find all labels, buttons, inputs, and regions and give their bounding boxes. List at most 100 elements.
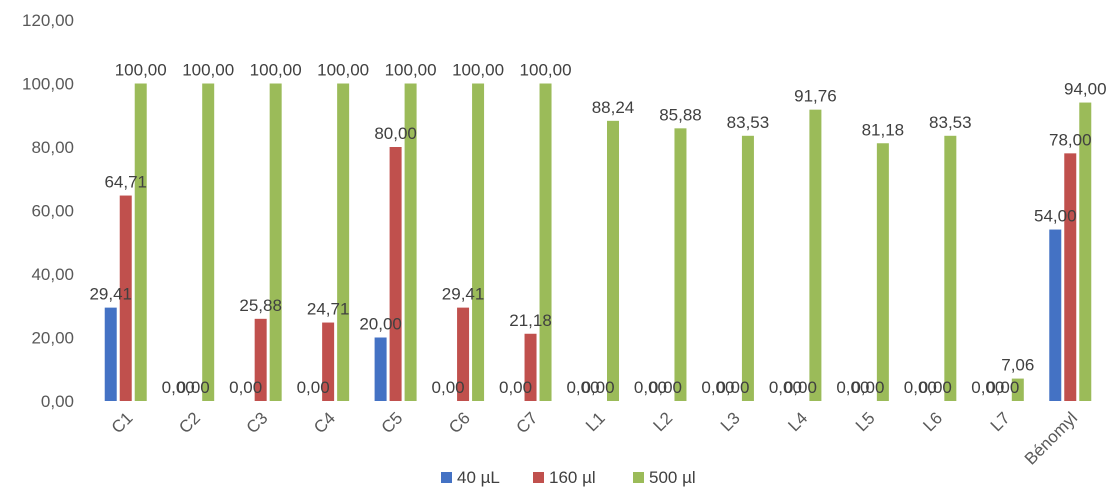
data-label: 0,00 [649, 378, 682, 397]
data-label: 83,53 [727, 113, 770, 132]
bar [524, 333, 537, 401]
data-label: 0,00 [716, 378, 749, 397]
data-label: 21,18 [509, 311, 552, 330]
data-label: 0,00 [851, 378, 884, 397]
data-label: 100,00 [317, 61, 369, 80]
data-label: 0,00 [162, 378, 195, 397]
data-label: 0,00 [971, 378, 1004, 397]
data-label: 88,24 [592, 98, 635, 117]
bar [404, 83, 417, 401]
bar [876, 143, 889, 402]
x-tick-label: L3 [717, 408, 744, 435]
bar [1079, 102, 1092, 402]
data-labels: 64,71100,000,000,00100,000,0025,88100,00… [89, 61, 1106, 398]
bar-series [104, 83, 1092, 402]
data-label: 0,00 [836, 378, 869, 397]
data-label: 0,00 [634, 378, 667, 397]
data-label: 0,00 [769, 378, 802, 397]
data-label: 29,41 [89, 285, 132, 304]
bar [389, 147, 402, 401]
bar [104, 307, 117, 401]
y-tick-label: 0,00 [41, 392, 74, 411]
data-label: 100,00 [452, 61, 504, 80]
bar [337, 83, 350, 401]
data-label: 0,00 [566, 378, 599, 397]
bar [944, 135, 957, 402]
x-tick-label: C1 [108, 408, 137, 437]
bar [457, 307, 470, 401]
y-tick-label: 80,00 [31, 138, 74, 157]
bar [1049, 229, 1062, 401]
data-label: 91,76 [794, 87, 837, 106]
legend: 40 µL 160 µl 500 µl [441, 468, 696, 487]
y-tick-label: 120,00 [22, 11, 74, 30]
data-label: 0,00 [784, 378, 817, 397]
data-label: 85,88 [659, 105, 702, 124]
x-axis-tick-labels: C1 C2 C3 C4 C5 C6 C7 L1 L2 L3 L4 L5 L6 L7 Bénomyl [108, 408, 1081, 468]
x-tick-label: L1 [582, 408, 609, 435]
x-tick-label: C6 [445, 408, 474, 437]
data-label: 0,00 [986, 378, 1019, 397]
data-label: 0,00 [904, 378, 937, 397]
data-label: 94,00 [1064, 80, 1107, 99]
data-label: 7,06 [1001, 356, 1034, 375]
bar [607, 120, 619, 401]
data-label: 81,18 [862, 120, 905, 139]
bar [674, 128, 687, 401]
x-tick-label: C5 [378, 408, 407, 437]
bar [472, 83, 485, 401]
data-label: 100,00 [385, 61, 437, 80]
data-label: 0,00 [432, 378, 465, 397]
legend-label: 160 µl [549, 468, 596, 487]
bar [254, 318, 267, 401]
x-tick-label: Bénomyl [1021, 408, 1081, 468]
x-tick-label: L5 [852, 408, 879, 435]
data-label: 29,41 [442, 285, 485, 304]
legend-label: 40 µL [457, 468, 500, 487]
y-tick-label: 40,00 [31, 265, 74, 284]
legend-swatch [441, 472, 452, 483]
bar [119, 195, 132, 401]
data-label: 0,00 [499, 378, 532, 397]
bar [374, 337, 387, 401]
x-tick-label: L2 [649, 408, 676, 435]
data-label: 100,00 [250, 61, 302, 80]
bar [269, 83, 282, 401]
data-label: 83,53 [929, 113, 972, 132]
x-tick-label: C4 [310, 408, 339, 437]
data-label: 0,00 [701, 378, 734, 397]
y-axis-tick-labels: 0,00 20,00 40,00 60,00 80,00 100,00 120,00 [22, 11, 74, 411]
data-label: 100,00 [520, 61, 572, 80]
bar [1064, 153, 1077, 401]
bar [202, 83, 215, 401]
x-tick-label: L4 [784, 408, 811, 435]
data-label: 100,00 [182, 61, 234, 80]
bar [322, 322, 335, 401]
x-tick-label: L6 [919, 408, 946, 435]
x-tick-label: C2 [175, 408, 204, 437]
data-label: 0,00 [919, 378, 952, 397]
data-label: 78,00 [1049, 130, 1092, 149]
x-tick-label: C3 [243, 408, 272, 437]
legend-swatch [633, 472, 644, 483]
data-label: 0,00 [297, 378, 330, 397]
bar [741, 135, 754, 402]
bar [134, 83, 147, 401]
data-label: 100,00 [115, 61, 167, 80]
bar [809, 109, 822, 402]
bar [539, 83, 552, 401]
data-label: 64,71 [104, 173, 147, 192]
data-label: 0,00 [581, 378, 614, 397]
data-label: 25,88 [239, 296, 282, 315]
data-label: 20,00 [359, 315, 402, 334]
y-tick-label: 100,00 [22, 75, 74, 94]
x-tick-label: C7 [513, 408, 542, 437]
bar [1011, 378, 1024, 401]
y-tick-label: 20,00 [31, 329, 74, 348]
data-label: 24,71 [307, 300, 350, 319]
legend-swatch [533, 472, 544, 483]
legend-label: 500 µl [649, 468, 696, 487]
data-label: 80,00 [374, 124, 417, 143]
data-label: 54,00 [1034, 207, 1077, 226]
